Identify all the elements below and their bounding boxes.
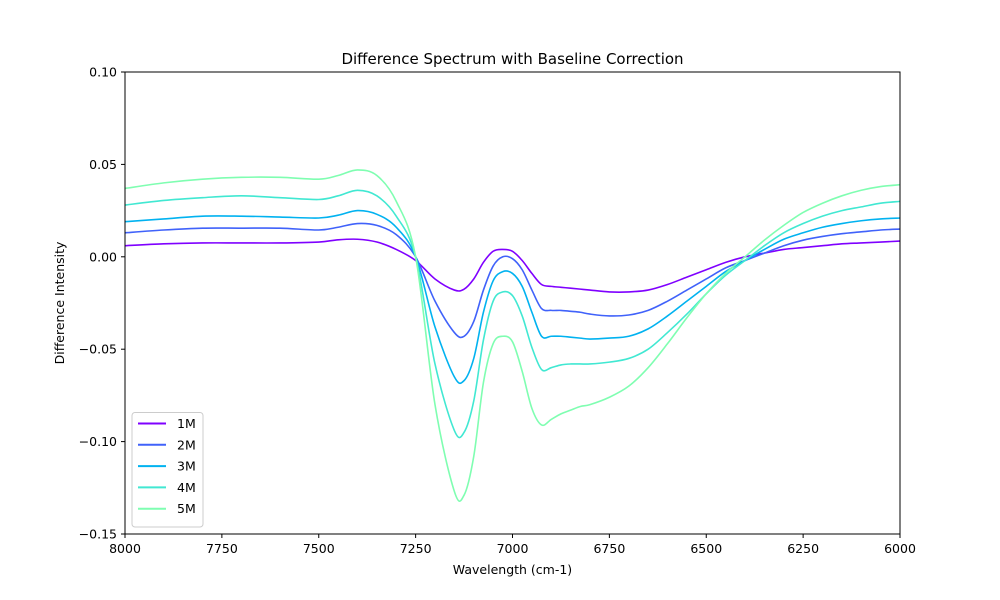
legend-label-3M: 3M xyxy=(177,459,196,474)
legend: 1M 2M 3M 4M 5M xyxy=(131,412,204,528)
series-line-2M xyxy=(124,222,901,339)
x-tick-label: 6750 xyxy=(593,541,625,556)
x-tick-label: 7000 xyxy=(497,541,529,556)
series-line-4M xyxy=(124,189,901,439)
plot-area: 8000 7750 7500 7250 7000 6750 6500 6250 6000 0.10… xyxy=(79,65,916,557)
legend-label-1M: 1M xyxy=(177,416,196,431)
y-tick-label: 0.00 xyxy=(89,249,117,264)
x-tick-label: 6500 xyxy=(690,541,722,556)
y-tick-label: 0.10 xyxy=(89,65,117,80)
x-tick-label: 7250 xyxy=(400,541,432,556)
y-tick-label: −0.05 xyxy=(79,342,117,357)
series-line-3M xyxy=(124,209,901,385)
x-tick-label: 6250 xyxy=(787,541,819,556)
legend-box xyxy=(131,412,204,528)
legend-label-5M: 5M xyxy=(177,501,196,516)
y-tick-label: 0.05 xyxy=(89,157,117,172)
y-tick-label: −0.10 xyxy=(79,434,117,449)
x-tick-label: 7750 xyxy=(206,541,238,556)
legend-label-2M: 2M xyxy=(177,437,196,452)
series-line-5M xyxy=(124,169,901,502)
y-axis-label: Difference Intensity xyxy=(52,241,67,364)
legend-label-4M: 4M xyxy=(177,480,196,495)
y-tick-label: −0.15 xyxy=(79,527,117,542)
x-tick-label: 7500 xyxy=(303,541,335,556)
x-tick-label: 6000 xyxy=(884,541,916,556)
x-axis-label: Wavelength (cm-1) xyxy=(453,562,572,577)
chart-title: Difference Spectrum with Baseline Correc… xyxy=(341,50,683,68)
x-tick-label: 8000 xyxy=(109,541,141,556)
